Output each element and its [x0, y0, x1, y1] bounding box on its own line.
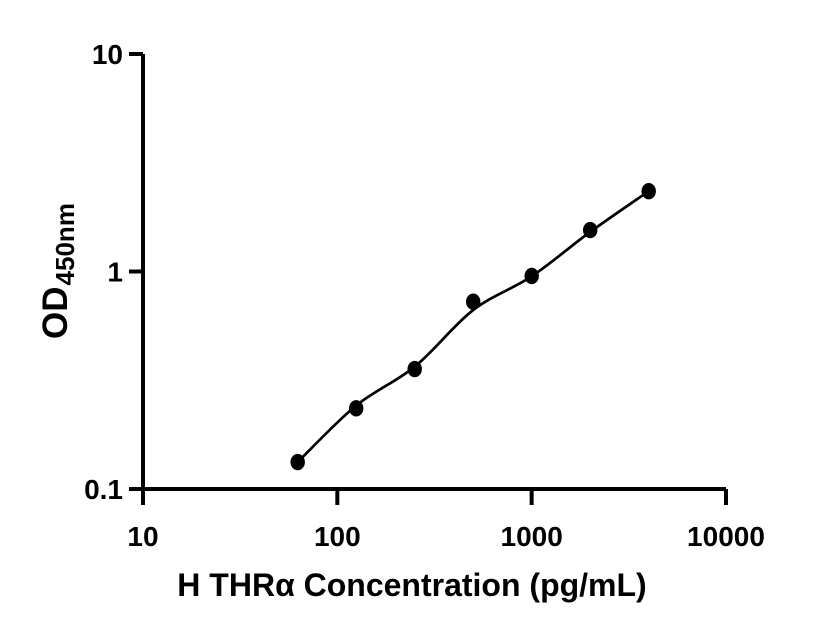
data-point-6: [583, 221, 598, 239]
y-axis-title-main: OD: [36, 286, 75, 339]
x-axis-title: H THRα Concentration (pg/mL): [177, 567, 647, 603]
data-point-7: [641, 183, 656, 200]
y-tick-label-0.1: 0.1: [84, 474, 123, 505]
x-tick-label-10000: 10000: [687, 521, 765, 552]
x-tick-label-1000: 1000: [501, 521, 563, 552]
x-tick-label-10: 10: [127, 521, 158, 552]
x-tick-label-100: 100: [314, 521, 361, 552]
y-axis-title: OD450nm: [36, 203, 80, 339]
y-tick-label-1: 1: [107, 257, 123, 288]
y-tick-label-10: 10: [92, 39, 123, 70]
y-axis-title-subscript: 450nm: [50, 203, 80, 286]
data-point-5: [524, 267, 539, 285]
data-point-4: [466, 293, 481, 310]
data-point-1: [290, 453, 305, 471]
data-point-3: [407, 360, 422, 378]
data-point-2: [349, 400, 364, 417]
